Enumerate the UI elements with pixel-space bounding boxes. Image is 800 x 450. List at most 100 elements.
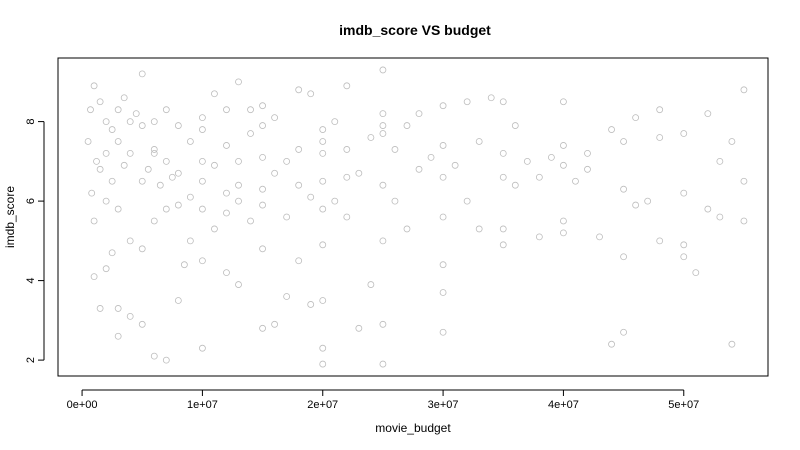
data-point	[379, 237, 387, 245]
data-point	[283, 213, 291, 221]
data-point	[283, 293, 291, 300]
data-point	[572, 177, 579, 185]
data-point	[523, 157, 531, 165]
data-point	[367, 134, 375, 141]
data-point	[211, 225, 218, 233]
data-point	[319, 360, 327, 368]
data-point	[180, 261, 188, 269]
data-point	[499, 173, 507, 181]
data-point	[439, 328, 447, 336]
data-point	[439, 213, 447, 221]
data-point	[343, 82, 351, 90]
x-tick-label: 4e+07	[548, 399, 579, 411]
data-point	[138, 70, 146, 78]
data-point	[138, 122, 146, 129]
data-point	[475, 138, 483, 145]
data-point	[704, 110, 712, 118]
data-point	[499, 98, 507, 106]
data-point	[259, 122, 266, 129]
data-point	[379, 122, 387, 129]
data-point	[656, 106, 664, 114]
data-point	[138, 320, 146, 328]
data-point	[162, 106, 170, 114]
data-point	[608, 340, 615, 348]
data-point	[126, 312, 134, 320]
data-point	[511, 181, 519, 189]
data-point	[656, 237, 664, 245]
data-point	[403, 225, 411, 233]
data-point	[87, 106, 94, 114]
y-tick-label: 6	[25, 198, 37, 204]
data-point	[560, 161, 567, 169]
x-tick-label: 3e+07	[428, 399, 459, 411]
data-point	[608, 126, 615, 133]
data-point	[499, 225, 507, 233]
data-point	[728, 340, 736, 348]
data-point	[114, 305, 122, 312]
data-point	[144, 165, 152, 173]
data-point	[439, 289, 447, 296]
data-point	[259, 102, 266, 110]
data-point	[547, 153, 555, 161]
data-point	[120, 161, 128, 169]
data-point	[331, 197, 339, 205]
data-point	[223, 269, 230, 277]
data-point	[126, 149, 134, 157]
data-point	[283, 157, 291, 165]
data-point	[415, 110, 423, 118]
data-point	[247, 106, 254, 114]
data-point	[560, 229, 567, 237]
data-point	[174, 169, 182, 177]
data-point	[692, 269, 700, 277]
data-point	[102, 197, 110, 205]
data-point	[120, 94, 128, 102]
data-point	[403, 122, 411, 129]
data-point	[511, 122, 519, 129]
data-point	[247, 130, 254, 137]
data-point	[114, 106, 122, 114]
data-point	[126, 118, 134, 125]
data-point	[114, 205, 122, 213]
data-point	[223, 209, 230, 217]
data-point	[247, 217, 254, 225]
data-point	[632, 201, 640, 209]
data-point	[186, 138, 194, 145]
data-point	[132, 110, 140, 118]
data-point	[259, 185, 266, 193]
data-point	[499, 241, 507, 249]
data-point	[295, 257, 303, 265]
data-point	[331, 118, 339, 125]
data-point	[271, 320, 279, 328]
data-point	[319, 241, 327, 249]
data-point	[319, 344, 327, 352]
data-point	[223, 142, 230, 149]
data-point	[108, 177, 116, 185]
data-point	[235, 197, 242, 205]
data-point	[102, 149, 110, 157]
data-point	[439, 142, 447, 149]
data-point	[88, 189, 96, 197]
y-tick-label: 2	[25, 357, 37, 363]
data-point	[427, 153, 435, 161]
data-point	[367, 281, 375, 288]
data-point	[560, 98, 567, 106]
data-point	[174, 122, 182, 129]
x-tick-label: 1e+07	[187, 399, 218, 411]
data-point	[162, 157, 170, 165]
data-point	[319, 138, 327, 145]
data-point	[475, 225, 483, 233]
x-tick-label: 5e+07	[668, 399, 699, 411]
data-point	[487, 94, 495, 102]
data-point	[379, 181, 387, 189]
data-point	[96, 165, 104, 173]
data-point	[90, 273, 98, 281]
data-point	[307, 301, 315, 308]
data-point	[90, 82, 98, 90]
data-point	[186, 237, 194, 245]
data-point	[499, 149, 507, 157]
data-point	[295, 146, 303, 153]
data-point	[211, 90, 218, 98]
data-point	[199, 126, 206, 133]
data-point	[379, 110, 387, 118]
data-point	[620, 328, 627, 336]
